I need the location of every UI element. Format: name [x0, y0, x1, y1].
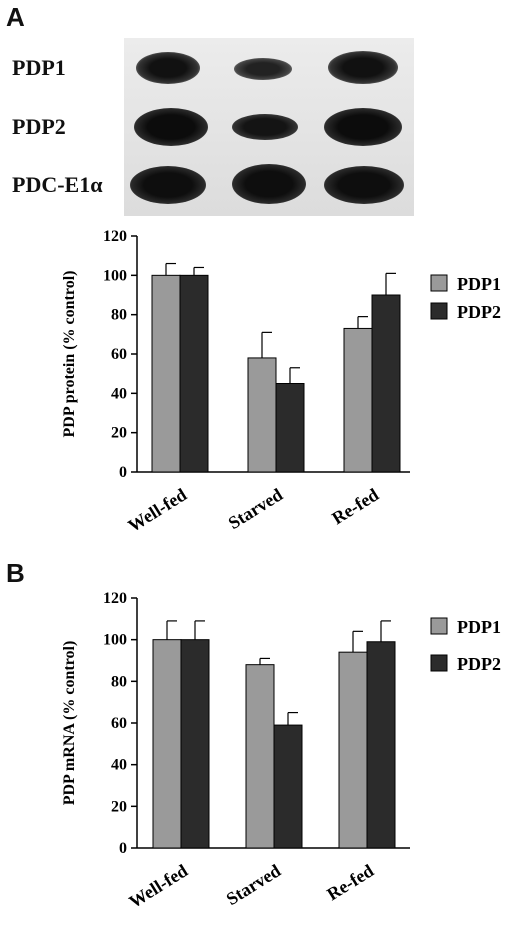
chart-a-y-tick-label: 100 [103, 267, 127, 284]
chart-a-legend-label: PDP2 [457, 302, 501, 322]
blot-label-pdp2: PDP2 [12, 114, 66, 139]
chart-b-y-tick-label: 60 [111, 715, 127, 732]
chart-a-bar [371, 294, 401, 473]
blot-label-pdp1: PDP1 [12, 55, 66, 80]
blot-band [232, 164, 306, 204]
chart-b-y-tick-label: 0 [119, 840, 127, 857]
chart-b-y-tick-label: 80 [111, 673, 127, 690]
chart-b-y-tick-label: 40 [111, 757, 127, 774]
chart-a-bar [275, 383, 305, 473]
chart-b-y-tick-label: 100 [103, 632, 127, 649]
blot-band [136, 52, 200, 84]
blot-label-pdc-e1a: PDC-E1α [12, 172, 103, 197]
chart-b-category-label: Well-fed [125, 860, 191, 911]
chart-b-y-axis-title: PDP mRNA (% control) [61, 641, 78, 806]
chart-a-legend-swatch [430, 302, 448, 320]
panel-b-letter: B [6, 558, 25, 588]
chart-a-legend-swatch [430, 274, 448, 292]
chart-b-category-label: Starved [223, 860, 284, 909]
blot-band [324, 166, 404, 204]
chart-b-bar [152, 639, 182, 849]
chart-a-y-tick-label: 40 [111, 385, 127, 402]
chart-a-legend-label: PDP1 [457, 274, 501, 294]
chart-a-y-tick-label: 0 [119, 464, 127, 481]
chart-a-bar [343, 327, 373, 473]
chart-b-legend-label: PDP2 [457, 654, 501, 674]
blot-band [134, 108, 208, 146]
chart-b-bar [245, 664, 275, 849]
chart-a-y-axis-title: PDP protein (% control) [61, 271, 78, 438]
chart-b-bar [180, 639, 210, 849]
chart-b-category-label: Re-fed [323, 860, 377, 904]
chart-b-legend-swatch [430, 654, 448, 672]
blot-band [328, 51, 398, 84]
chart-b-y-tick-label: 20 [111, 798, 127, 815]
chart-a-y-tick-label: 20 [111, 425, 127, 442]
chart-b-bar [273, 724, 303, 849]
chart-b-y-tick-label: 120 [103, 590, 127, 607]
panel-a-letter: A [6, 2, 25, 32]
chart-b-legend-swatch [430, 617, 448, 635]
western-blot-image [124, 38, 414, 216]
chart-a-y-tick-label: 80 [111, 307, 127, 324]
chart-a-y-tick-label: 120 [103, 228, 127, 245]
chart-b-bar [366, 641, 396, 849]
blot-band [324, 108, 402, 146]
blot-band [232, 114, 298, 140]
chart-b-legend-label: PDP1 [457, 617, 501, 637]
blot-band [130, 166, 206, 204]
chart-a-bar [179, 274, 209, 473]
blot-band [234, 58, 292, 80]
chart-b-bar [338, 651, 368, 849]
chart-a-bar [247, 357, 277, 473]
chart-a-y-tick-label: 60 [111, 346, 127, 363]
